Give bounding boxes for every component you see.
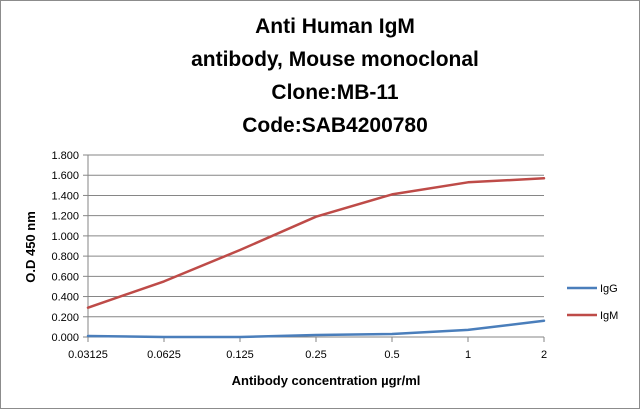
y-tick-label: 1.800: [51, 150, 79, 162]
y-tick-label: 1.400: [51, 190, 79, 202]
series-lines: [86, 177, 546, 339]
chart-title: Anti Human IgM antibody, Mouse monoclona…: [191, 15, 479, 137]
series-line-igm: [86, 177, 546, 309]
y-tick-label: 1.600: [51, 170, 79, 182]
title-line-2: antibody, Mouse monoclonal: [191, 48, 479, 71]
legend-label-igg: IgG: [600, 283, 618, 295]
x-tick-label: 0.0625: [147, 349, 181, 361]
y-tick-label: 1.200: [51, 211, 79, 223]
y-tick-label: 0.800: [51, 251, 79, 263]
x-tick-label: 0.03125: [68, 349, 108, 361]
x-axis-title: Antibody concentration µgr/ml: [232, 373, 421, 388]
title-line-3: Clone:MB-11: [271, 81, 399, 104]
gridlines: [88, 154, 544, 318]
y-tick-label: 0.400: [51, 292, 79, 304]
y-tick-label: 0.600: [51, 271, 79, 283]
y-axis-title: O.D 450 nm: [23, 211, 38, 283]
x-tick-label: 0.5: [384, 349, 399, 361]
x-tick-labels: 0.03125 0.0625 0.125 0.25 0.5 1 2: [68, 349, 547, 361]
x-tick-label: 2: [541, 349, 547, 361]
title-line-1: Anti Human IgM: [255, 15, 415, 38]
y-tick-label: 0.000: [51, 332, 79, 344]
y-tick-label: 0.200: [51, 312, 79, 324]
x-tick-label: 1: [465, 349, 471, 361]
legend: IgG IgM: [567, 283, 618, 322]
series-line-igg: [86, 319, 546, 339]
y-tick-label: 1.000: [51, 231, 79, 243]
legend-label-igm: IgM: [600, 310, 618, 322]
x-tick-label: 0.125: [226, 349, 254, 361]
y-tick-labels: 0.000 0.200 0.400 0.600 0.800 1.000 1.200 1.400…: [51, 150, 79, 344]
x-tick-label: 0.25: [305, 349, 326, 361]
title-line-4: Code:SAB4200780: [242, 114, 428, 137]
